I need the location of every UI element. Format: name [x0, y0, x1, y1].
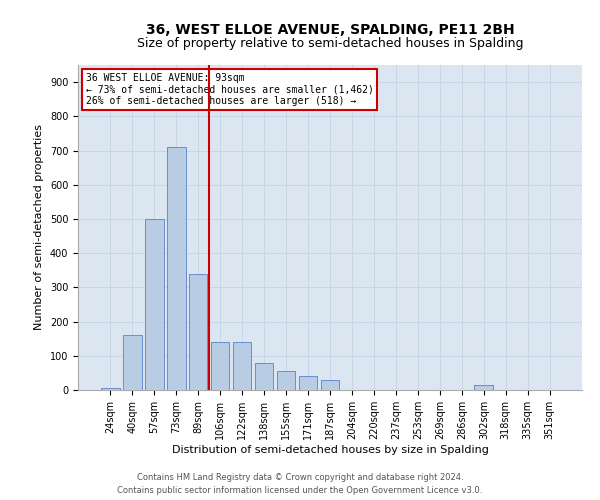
Bar: [101, 388, 119, 390]
Text: Contains HM Land Registry data © Crown copyright and database right 2024.
Contai: Contains HM Land Registry data © Crown c…: [118, 474, 482, 495]
Bar: [145, 219, 164, 390]
Bar: [211, 342, 229, 390]
X-axis label: Distribution of semi-detached houses by size in Spalding: Distribution of semi-detached houses by …: [172, 444, 488, 454]
Bar: [255, 362, 274, 390]
Bar: [320, 380, 340, 390]
Text: 36, WEST ELLOE AVENUE, SPALDING, PE11 2BH: 36, WEST ELLOE AVENUE, SPALDING, PE11 2B…: [146, 22, 514, 36]
Bar: [277, 371, 295, 390]
Y-axis label: Number of semi-detached properties: Number of semi-detached properties: [34, 124, 44, 330]
Bar: [123, 336, 142, 390]
Bar: [299, 376, 317, 390]
Bar: [475, 385, 493, 390]
Text: 36 WEST ELLOE AVENUE: 93sqm
← 73% of semi-detached houses are smaller (1,462)
26: 36 WEST ELLOE AVENUE: 93sqm ← 73% of sem…: [86, 73, 373, 106]
Bar: [189, 274, 208, 390]
Text: Size of property relative to semi-detached houses in Spalding: Size of property relative to semi-detach…: [137, 38, 523, 51]
Bar: [167, 147, 185, 390]
Bar: [233, 342, 251, 390]
